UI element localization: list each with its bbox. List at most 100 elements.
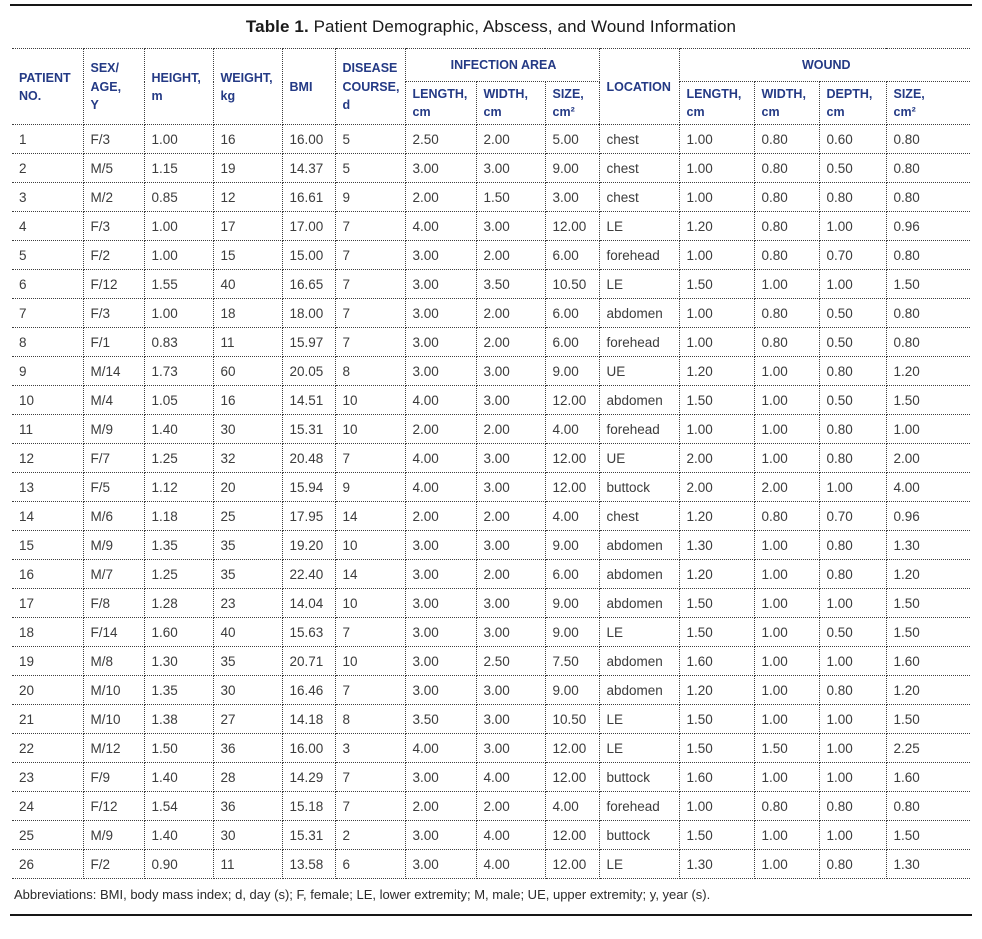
table-row: 18 F/14 1.60 40 15.63 7 3.00 3.00 9.00 LE 1.50 1.00…	[12, 617, 971, 648]
table-cell: 1.00	[754, 820, 820, 851]
table-cell: 1.12	[144, 472, 214, 503]
table-cell: M/14	[83, 356, 145, 387]
table-cell: 1.50	[144, 733, 214, 764]
table-cell: 12.00	[545, 211, 600, 242]
table-cell: 20	[12, 675, 84, 706]
table-cell: 1.30	[679, 849, 755, 880]
table-cell: 20	[213, 472, 283, 503]
header-row-sub: LENGTH, cm WIDTH, cm SIZE, cm² LENGTH, c…	[12, 81, 971, 126]
table-cell: LE	[599, 849, 680, 880]
table-cell: 1.20	[679, 559, 755, 590]
table-cell: 1.00	[754, 588, 820, 619]
table-cell: 1.35	[144, 530, 214, 561]
table-cell: 3.00	[405, 675, 477, 706]
table-cell: 10	[335, 530, 406, 561]
table-cell: 1.00	[679, 124, 755, 155]
table-cell: 1.00	[144, 211, 214, 242]
table-cell: 3.00	[405, 849, 477, 880]
table-cell: 8	[335, 356, 406, 387]
table-cell: 27	[213, 704, 283, 735]
table-cell: 1.60	[886, 646, 971, 677]
table-cell: LE	[599, 704, 680, 735]
table-cell: 0.70	[819, 501, 887, 532]
table-cell: 4	[12, 211, 84, 242]
table-cell: F/2	[83, 240, 145, 271]
col-header-wound-depth: DEPTH, cm	[819, 81, 887, 126]
table-cell: 1.00	[679, 182, 755, 213]
table-title-label: Table 1.	[245, 17, 309, 36]
table-cell: 15	[213, 240, 283, 271]
table-cell: 1.30	[144, 646, 214, 677]
table-cell: 1.40	[144, 762, 214, 793]
table-cell: 11	[213, 849, 283, 880]
col-header-infection-size: SIZE, cm²	[545, 81, 600, 126]
table-cell: buttock	[599, 820, 680, 851]
table-cell: 12.00	[545, 733, 600, 764]
table-cell: 1.05	[144, 385, 214, 416]
table-cell: M/9	[83, 414, 145, 445]
table-cell: 3.00	[476, 385, 546, 416]
table-cell: 0.96	[886, 211, 971, 242]
table-row: 23 F/9 1.40 28 14.29 7 3.00 4.00 12.00 buttock 1.6…	[12, 762, 971, 793]
table-cell: 2.50	[476, 646, 546, 677]
table-cell: 16	[12, 559, 84, 590]
table-cell: F/8	[83, 588, 145, 619]
table-cell: 18	[213, 298, 283, 329]
table-cell: 19	[12, 646, 84, 677]
table-row: 3 M/2 0.85 12 16.61 9 2.00 1.50 3.00 chest 1.00 0.8…	[12, 182, 971, 213]
table-cell: 4.00	[405, 443, 477, 474]
table-cell: M/12	[83, 733, 145, 764]
table-cell: 3.00	[405, 327, 477, 358]
table-cell: 6	[12, 269, 84, 300]
table-cell: 12	[12, 443, 84, 474]
table-cell: 1.00	[144, 124, 214, 155]
table-row: 7 F/3 1.00 18 18.00 7 3.00 2.00 6.00 abdomen 1.00 0…	[12, 298, 971, 329]
table-cell: 1.50	[679, 269, 755, 300]
table-cell: 3	[12, 182, 84, 213]
table-cell: 4.00	[545, 414, 600, 445]
table-cell: forehead	[599, 327, 680, 358]
table-cell: 3.00	[476, 472, 546, 503]
table-cell: 2.00	[476, 414, 546, 445]
table-cell: 1.50	[679, 385, 755, 416]
table-cell: 1.15	[144, 153, 214, 184]
table-cell: 3.00	[476, 733, 546, 764]
table-body: 1 F/3 1.00 16 16.00 5 2.50 2.00 5.00 chest 1.00 0.8…	[12, 124, 971, 880]
table-cell: 1.00	[754, 675, 820, 706]
table-cell: 2.00	[476, 298, 546, 329]
table-cell: 9.00	[545, 356, 600, 387]
table-row: 2 M/5 1.15 19 14.37 5 3.00 3.00 9.00 chest 1.00 0.8…	[12, 153, 971, 184]
table-cell: 16.61	[282, 182, 336, 213]
table-cell: 1.00	[819, 646, 887, 677]
table-cell: 1.00	[819, 762, 887, 793]
table-cell: 12.00	[545, 385, 600, 416]
table-row: 25 M/9 1.40 30 15.31 2 3.00 4.00 12.00 buttock 1.5…	[12, 820, 971, 851]
table-cell: 4.00	[476, 849, 546, 880]
table-cell: 14.37	[282, 153, 336, 184]
table-cell: 2.00	[405, 182, 477, 213]
table-cell: 0.80	[819, 356, 887, 387]
table-cell: 1.00	[754, 356, 820, 387]
table-cell: 9.00	[545, 675, 600, 706]
table-cell: chest	[599, 182, 680, 213]
table-cell: 15.94	[282, 472, 336, 503]
table-cell: 0.80	[754, 211, 820, 242]
table-cell: 0.70	[819, 240, 887, 271]
table-cell: 2.25	[886, 733, 971, 764]
top-rule	[10, 4, 972, 6]
table-cell: 3.00	[476, 617, 546, 648]
table-row: 8 F/1 0.83 11 15.97 7 3.00 2.00 6.00 forehead 1.00…	[12, 327, 971, 358]
table-cell: 3.00	[405, 762, 477, 793]
table-cell: 2	[12, 153, 84, 184]
table-cell: 3.00	[405, 559, 477, 590]
table-cell: 17.95	[282, 501, 336, 532]
table-row: 5 F/2 1.00 15 15.00 7 3.00 2.00 6.00 forehead 1.00…	[12, 240, 971, 271]
table-cell: 0.50	[819, 617, 887, 648]
table-cell: 0.80	[886, 327, 971, 358]
table-row: 16 M/7 1.25 35 22.40 14 3.00 2.00 6.00 abdomen 1.2…	[12, 559, 971, 590]
table-cell: 0.80	[819, 675, 887, 706]
table-cell: 1.00	[754, 530, 820, 561]
table-cell: 40	[213, 269, 283, 300]
table-cell: 0.80	[754, 791, 820, 822]
table-cell: 0.50	[819, 153, 887, 184]
